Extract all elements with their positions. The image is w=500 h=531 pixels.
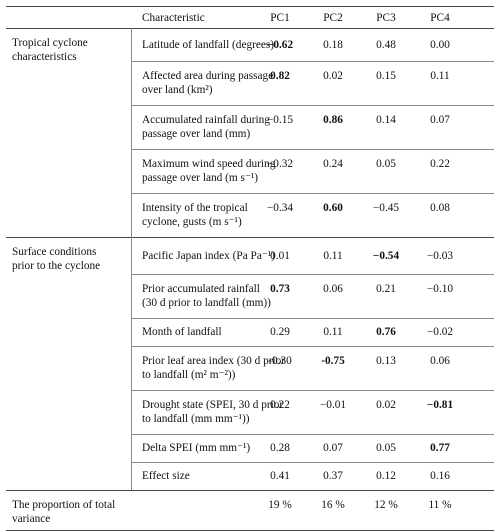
value-cell: 0.08 bbox=[430, 202, 450, 214]
value-cell: 0.82 bbox=[270, 70, 290, 82]
variance-cell: 19 % bbox=[268, 499, 292, 511]
row-label: to landfall (mm mm⁻¹)) bbox=[142, 413, 250, 425]
group-label-surface: Surface conditions bbox=[12, 246, 97, 258]
value-cell: 0.06 bbox=[430, 355, 450, 367]
value-cell: −0.32 bbox=[266, 158, 294, 170]
top-rule bbox=[6, 6, 494, 7]
row-label: Effect size bbox=[142, 470, 190, 482]
row-label: passage over land (m s⁻¹) bbox=[142, 172, 259, 184]
row-rule bbox=[131, 346, 494, 347]
group-label-variance: The proportion of total bbox=[12, 499, 116, 511]
column-divider bbox=[131, 28, 132, 490]
variance-cell: 11 % bbox=[428, 499, 452, 511]
value-cell: 0.21 bbox=[376, 283, 396, 295]
row-label: Intensity of the tropical bbox=[142, 202, 248, 214]
value-cell: 0.01 bbox=[270, 250, 290, 262]
value-cell: 0.76 bbox=[376, 326, 396, 338]
header-characteristic: Characteristic bbox=[142, 12, 205, 24]
value-cell: −0.34 bbox=[266, 202, 294, 214]
value-cell: 0.22 bbox=[270, 399, 290, 411]
value-cell: 0.15 bbox=[376, 70, 396, 82]
pca-loadings-table: Characteristic PC1 PC2 PC3 PC4 Latitude of la… bbox=[6, 6, 494, 531]
value-cell: 0.02 bbox=[376, 399, 396, 411]
header-pc1: PC1 bbox=[270, 12, 290, 24]
value-cell: 0.11 bbox=[430, 70, 450, 82]
value-cell: 0.77 bbox=[430, 442, 450, 454]
variance-cell: 12 % bbox=[374, 499, 398, 511]
value-cell: 0.05 bbox=[376, 442, 396, 454]
value-cell: 0.37 bbox=[323, 470, 343, 482]
value-cell: 0.11 bbox=[323, 250, 343, 262]
variance-cell: 16 % bbox=[321, 499, 345, 511]
row-label: Pacific Japan index (Pa Pa⁻¹) bbox=[142, 250, 275, 262]
value-cell: −0.10 bbox=[426, 283, 454, 295]
value-cell: −0.03 bbox=[426, 250, 454, 262]
section-rule bbox=[6, 490, 494, 491]
row-label: Prior leaf area index (30 d prior bbox=[142, 355, 286, 367]
row-label: Maximum wind speed during bbox=[142, 158, 276, 170]
row-rule bbox=[131, 434, 494, 435]
value-cell: 0.41 bbox=[270, 470, 290, 482]
value-cell: -0.30 bbox=[268, 355, 292, 367]
value-cell: 0.12 bbox=[376, 470, 396, 482]
value-cell: 0.13 bbox=[376, 355, 396, 367]
value-cell: 0.07 bbox=[430, 114, 450, 126]
value-cell: 0.18 bbox=[323, 39, 343, 51]
row-label: cyclone, gusts (m s⁻¹) bbox=[142, 216, 242, 228]
value-cell: 0.16 bbox=[430, 470, 450, 482]
row-label: Month of landfall bbox=[142, 326, 222, 338]
header-pc2: PC2 bbox=[323, 12, 343, 24]
group-label-tropical: Tropical cyclone bbox=[12, 37, 88, 49]
row-rule bbox=[131, 390, 494, 391]
row-label: Latitude of landfall (degrees) bbox=[142, 39, 275, 51]
value-cell: 0.86 bbox=[323, 114, 343, 126]
group-label-variance: variance bbox=[12, 513, 51, 525]
value-cell: −0.45 bbox=[372, 202, 400, 214]
row-label: Prior accumulated rainfall bbox=[142, 283, 260, 295]
row-label: Affected area during passage bbox=[142, 70, 274, 82]
value-cell: −0.02 bbox=[426, 326, 454, 338]
value-cell: 0.07 bbox=[323, 442, 343, 454]
value-cell: 0.11 bbox=[323, 326, 343, 338]
value-cell: 0.48 bbox=[376, 39, 396, 51]
row-label: Delta SPEI (mm mm⁻¹) bbox=[142, 442, 251, 454]
value-cell: -0.75 bbox=[321, 355, 345, 367]
row-label: Drought state (SPEI, 30 d prior bbox=[142, 399, 284, 411]
value-cell: 0.06 bbox=[323, 283, 343, 295]
group-label-tropical: characteristics bbox=[12, 51, 77, 63]
row-label: to landfall (m² m⁻²)) bbox=[142, 369, 236, 381]
value-cell: −0.01 bbox=[319, 399, 347, 411]
header-pc3: PC3 bbox=[376, 12, 396, 24]
row-rule bbox=[131, 462, 494, 463]
header-pc4: PC4 bbox=[430, 12, 450, 24]
value-cell: 0.22 bbox=[430, 158, 450, 170]
group-label-surface: prior to the cyclone bbox=[12, 260, 101, 272]
value-cell: −0.62 bbox=[266, 39, 294, 51]
value-cell: 0.05 bbox=[376, 158, 396, 170]
value-cell: −0.54 bbox=[372, 250, 400, 262]
row-rule bbox=[131, 149, 494, 150]
row-rule bbox=[131, 274, 494, 275]
value-cell: 0.02 bbox=[323, 70, 343, 82]
value-cell: −0.15 bbox=[266, 114, 294, 126]
value-cell: 0.14 bbox=[376, 114, 396, 126]
value-cell: 0.28 bbox=[270, 442, 290, 454]
row-rule bbox=[131, 318, 494, 319]
value-cell: 0.24 bbox=[323, 158, 343, 170]
value-cell: 0.73 bbox=[270, 283, 290, 295]
row-rule bbox=[131, 61, 494, 62]
header-rule bbox=[6, 28, 494, 29]
row-label: (30 d prior to landfall (mm)) bbox=[142, 297, 271, 309]
row-label: passage over land (mm) bbox=[142, 128, 251, 140]
row-label: Accumulated rainfall during bbox=[142, 114, 270, 126]
value-cell: 0.00 bbox=[430, 39, 450, 51]
row-label: over land (km²) bbox=[142, 84, 213, 96]
value-cell: 0.60 bbox=[323, 202, 343, 214]
section-rule bbox=[6, 237, 494, 238]
value-cell: 0.29 bbox=[270, 326, 290, 338]
value-cell: −0.81 bbox=[426, 399, 454, 411]
row-rule bbox=[131, 193, 494, 194]
row-rule bbox=[131, 105, 494, 106]
